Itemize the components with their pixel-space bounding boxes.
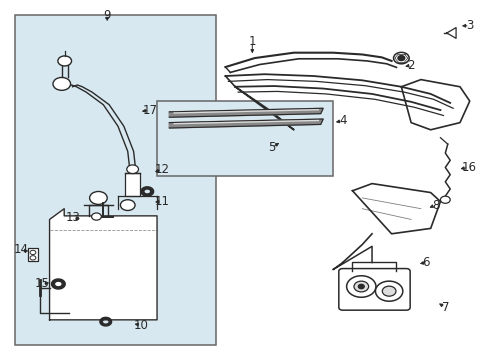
Text: 17: 17 [142,104,157,117]
Circle shape [393,52,409,64]
Circle shape [30,256,36,260]
Polygon shape [447,28,456,39]
Circle shape [441,196,450,203]
Text: 1: 1 [248,35,256,49]
Text: 15: 15 [35,278,49,291]
Text: 7: 7 [441,301,449,314]
Bar [27,248,38,261]
Text: 11: 11 [154,195,170,208]
Bar [125,173,140,196]
Text: 3: 3 [466,19,473,32]
Circle shape [30,250,36,255]
Circle shape [121,200,135,211]
Text: 13: 13 [66,211,80,224]
FancyBboxPatch shape [339,269,410,310]
Text: 2: 2 [407,59,415,72]
Bar [15,15,216,345]
Text: 8: 8 [432,199,439,212]
Text: 10: 10 [134,319,149,332]
Circle shape [382,286,396,296]
Polygon shape [169,119,323,128]
Polygon shape [169,108,323,117]
Text: 12: 12 [154,163,170,176]
Circle shape [354,281,368,292]
Circle shape [346,276,376,297]
Polygon shape [49,209,157,320]
Text: 6: 6 [422,256,430,269]
Text: 4: 4 [339,114,346,127]
Circle shape [375,281,403,301]
Text: 16: 16 [461,161,476,174]
Polygon shape [235,87,294,130]
Bar [157,101,333,176]
Polygon shape [401,80,470,130]
Circle shape [398,55,405,60]
Circle shape [58,56,72,66]
Circle shape [92,213,101,220]
Circle shape [127,165,139,174]
Polygon shape [352,184,441,234]
Circle shape [53,77,71,90]
Text: 5: 5 [268,141,275,154]
Text: 9: 9 [103,9,111,22]
Text: 14: 14 [14,243,29,256]
Circle shape [358,284,364,289]
Circle shape [90,192,107,204]
